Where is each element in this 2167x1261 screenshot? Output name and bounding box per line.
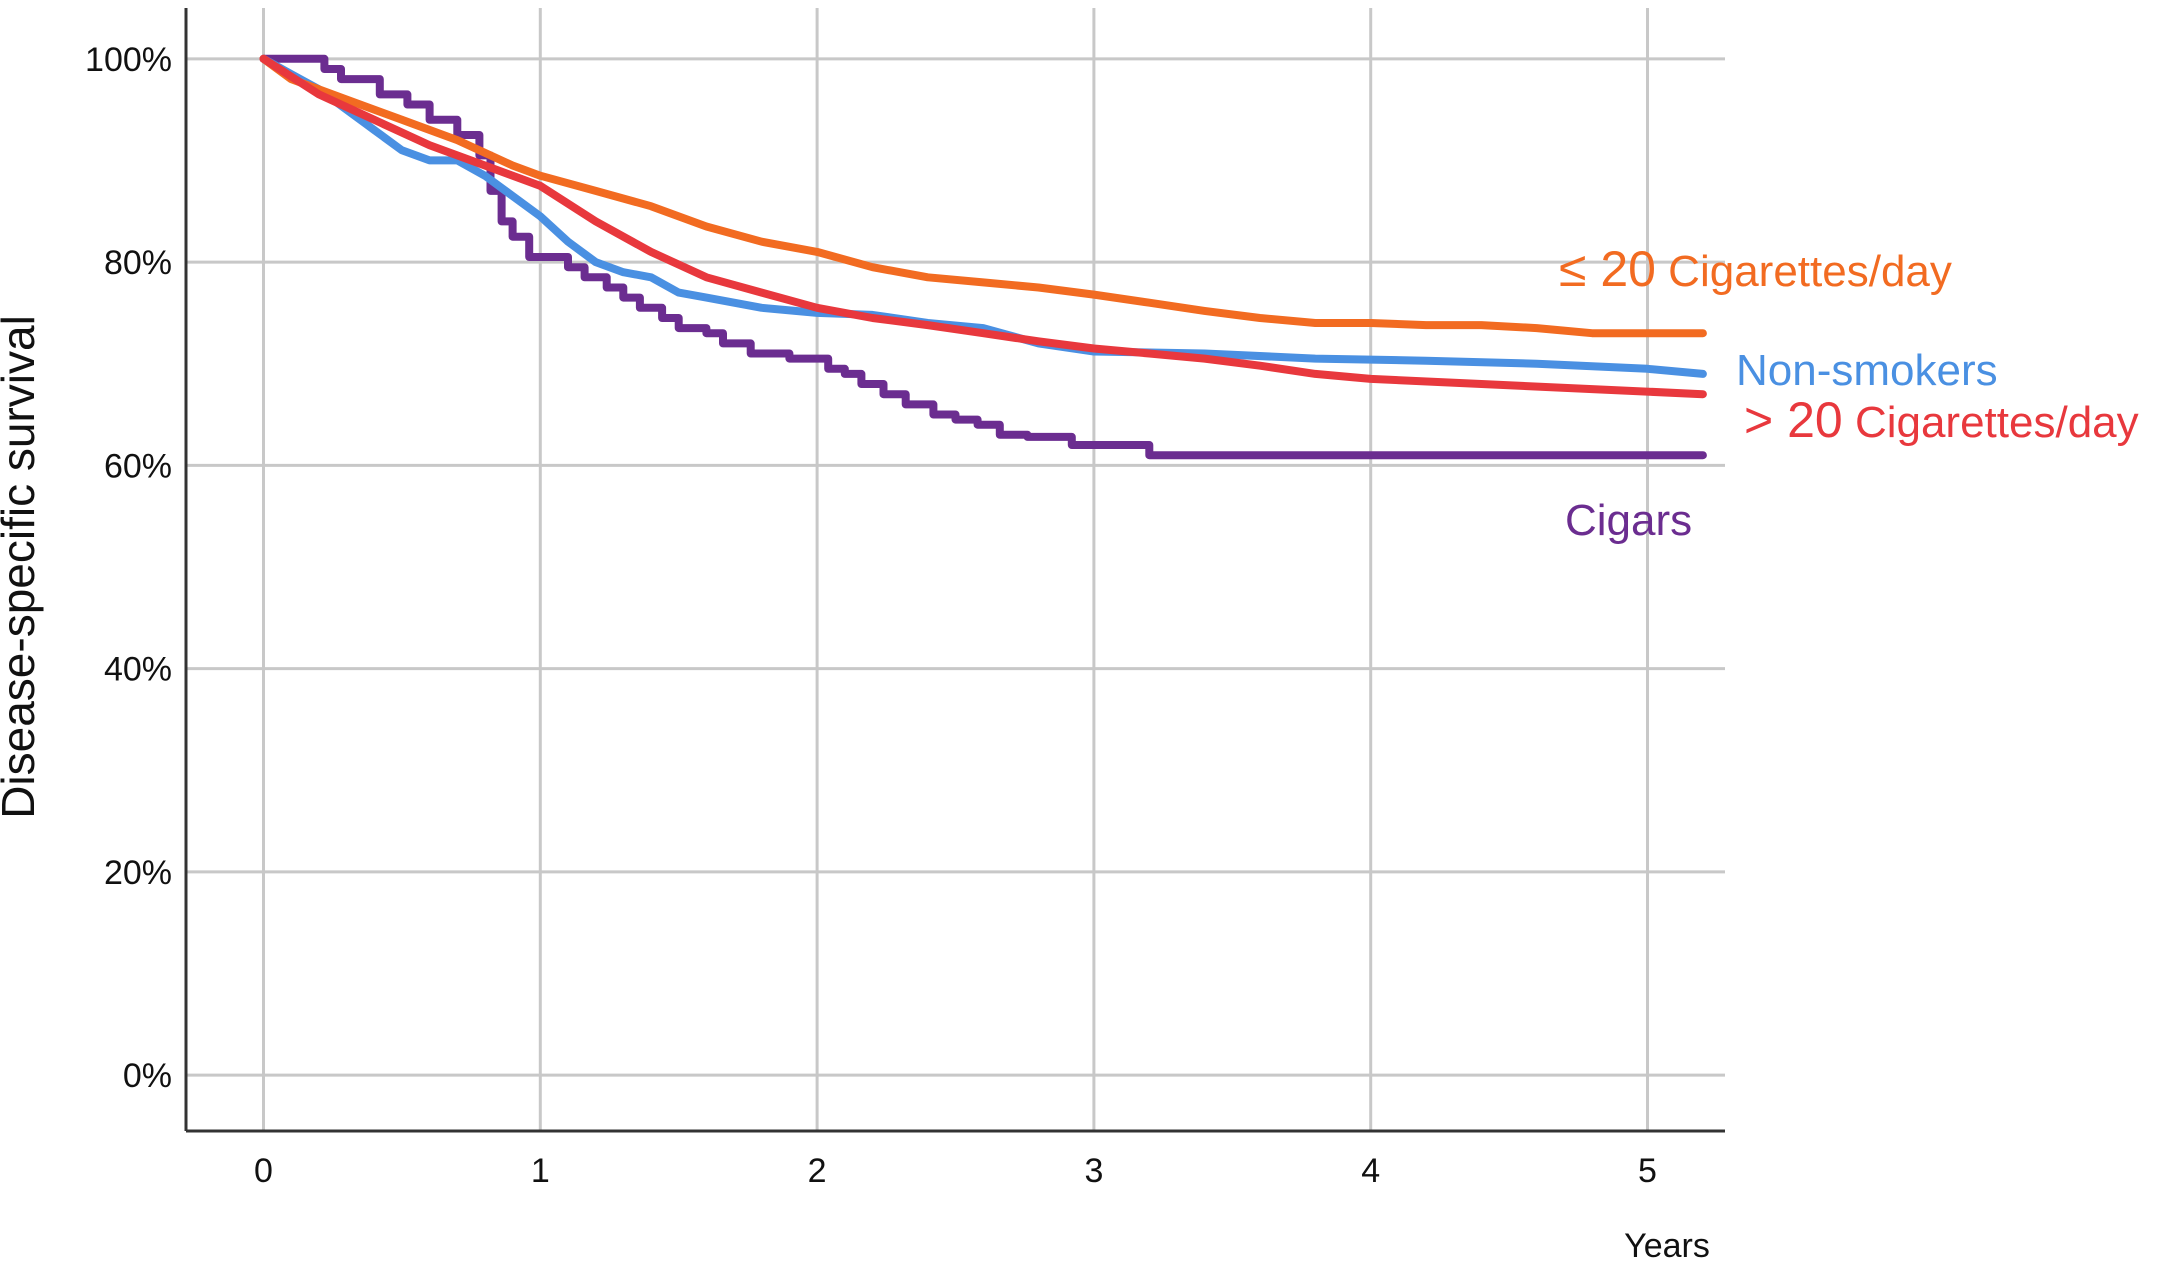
y-tick-label: 60% (104, 447, 172, 485)
tick-labels: 0% 20% 40% 60% 80% 100% 0 1 2 3 4 5 (85, 41, 1657, 1190)
series-line-0 (259, 54, 1707, 338)
series-line-3 (259, 54, 1707, 460)
series-label-part: ≤ 20 (1559, 241, 1656, 297)
series-label-part: Cigarettes/day (1656, 247, 1952, 296)
series-label-2: > 20 Cigarettes/day (1744, 392, 2139, 448)
x-tick-label: 3 (1084, 1152, 1103, 1190)
series-line-1 (259, 54, 1707, 378)
series-label-part: > 20 (1744, 392, 1843, 448)
y-tick-label: 20% (104, 854, 172, 892)
y-axis-title: Disease-specific survival (0, 315, 44, 819)
series-label-1: Non-smokers (1736, 346, 1998, 395)
x-tick-label: 5 (1638, 1152, 1657, 1190)
series-label-part: Cigars (1565, 496, 1692, 545)
y-tick-label: 0% (123, 1057, 172, 1095)
series-label-3: Cigars (1565, 496, 1692, 545)
axes (184, 8, 1725, 1133)
x-tick-label: 4 (1361, 1152, 1380, 1190)
series-line-2 (259, 54, 1707, 399)
y-tick-label: 40% (104, 651, 172, 689)
y-tick-label: 100% (85, 41, 172, 79)
x-tick-label: 1 (531, 1152, 550, 1190)
grid (186, 8, 1725, 1131)
series-label-0: ≤ 20 Cigarettes/day (1559, 241, 1952, 297)
x-axis-title: Years (1624, 1227, 1710, 1261)
y-tick-label: 80% (104, 244, 172, 282)
series-label-part: Cigarettes/day (1843, 398, 2139, 447)
x-tick-label: 2 (808, 1152, 827, 1190)
series-lines (259, 54, 1707, 460)
x-tick-label: 0 (254, 1152, 273, 1190)
series-label-part: Non-smokers (1736, 346, 1998, 395)
